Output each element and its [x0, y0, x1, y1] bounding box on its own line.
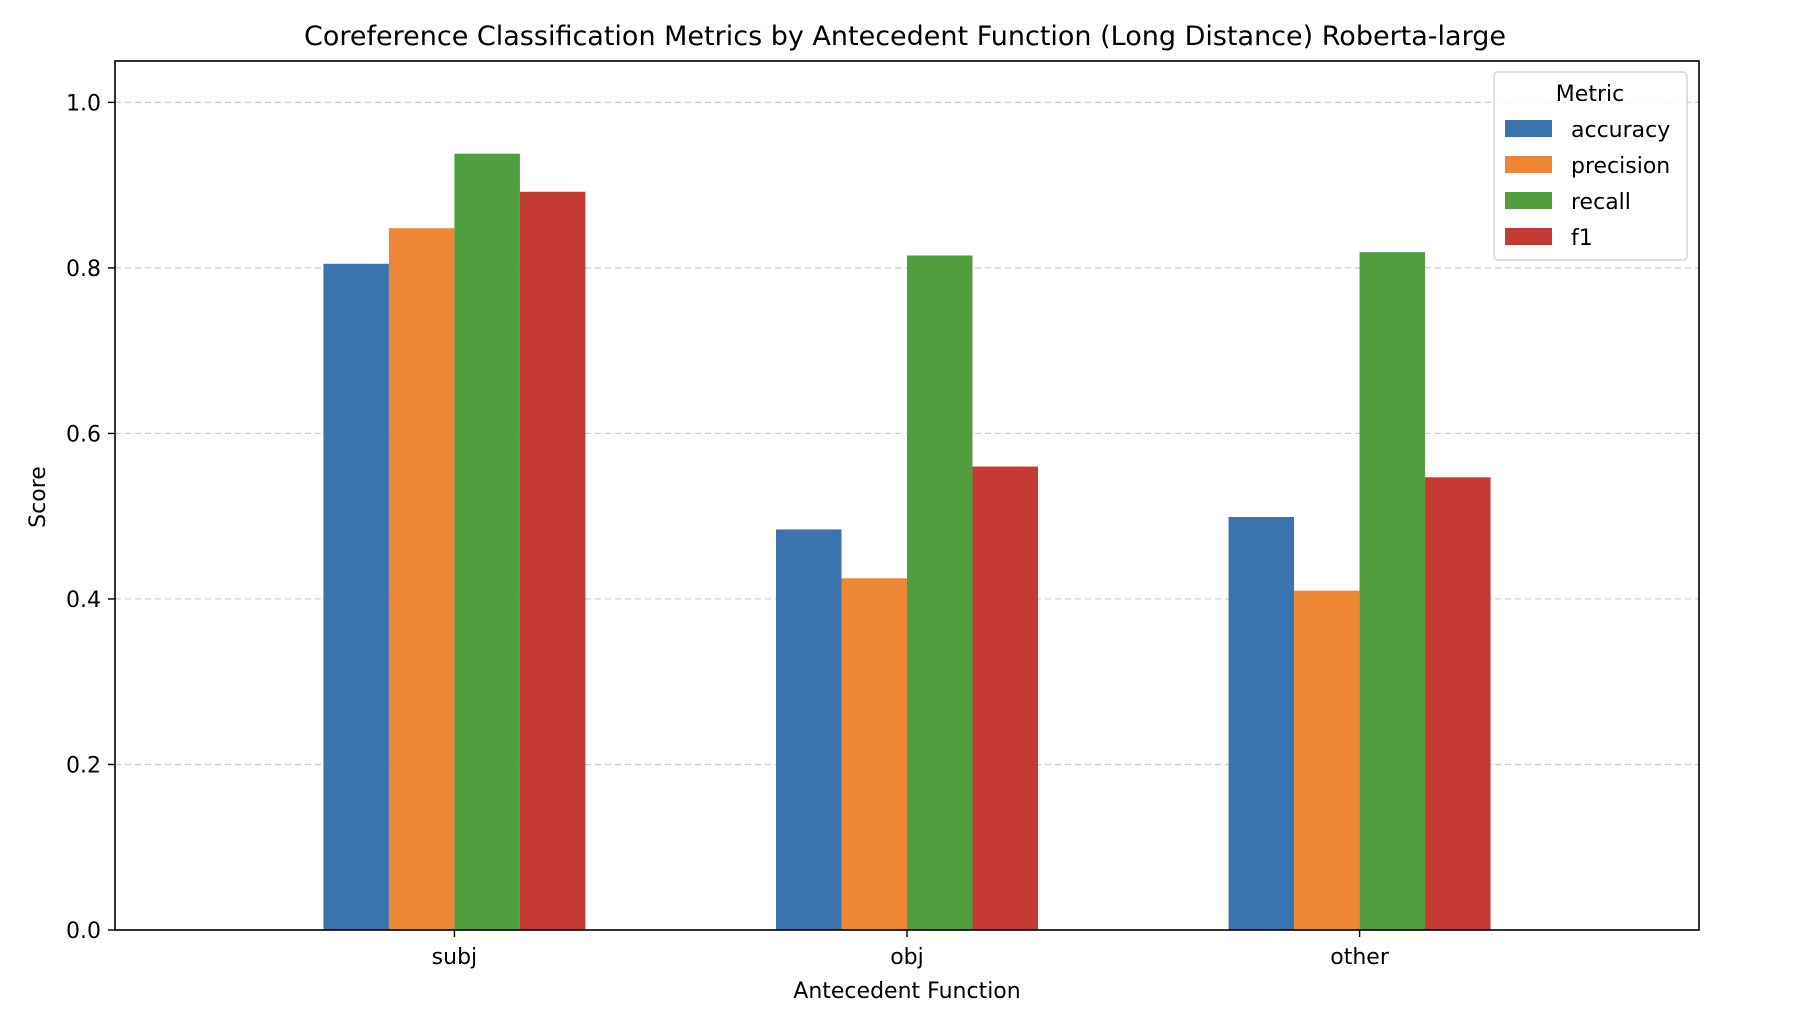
legend-swatch-precision	[1505, 156, 1552, 173]
bar-f1-obj	[972, 466, 1038, 930]
bar-precision-obj	[841, 578, 907, 930]
x-tick-label: obj	[890, 945, 924, 970]
y-axis-ticks: 0.0 0.2 0.4 0.6 0.8 1.0	[66, 91, 115, 944]
bar-accuracy-subj	[323, 263, 389, 930]
legend-swatch-f1	[1505, 228, 1552, 245]
x-axis-label: Antecedent Function	[793, 979, 1020, 1004]
legend-label-recall: recall	[1571, 190, 1631, 215]
y-tick-label: 0.6	[66, 422, 101, 447]
y-tick-label: 0.4	[66, 588, 101, 613]
legend-box	[1493, 71, 1688, 261]
y-tick-label: 1.0	[66, 91, 101, 116]
legend-swatch-accuracy	[1505, 120, 1552, 137]
legend-label-accuracy: accuracy	[1571, 118, 1670, 143]
legend-swatch-recall	[1505, 192, 1552, 209]
legend-label-f1: f1	[1571, 226, 1593, 251]
bar-precision-other	[1294, 590, 1360, 930]
bar-recall-obj	[907, 255, 973, 930]
chart-title: Coreference Classification Metrics by An…	[304, 21, 1506, 52]
x-tick-label: subj	[432, 945, 477, 970]
legend: Metric accuracy precision recall f1	[1493, 71, 1688, 261]
legend-label-precision: precision	[1571, 154, 1670, 179]
y-tick-label: 0.0	[66, 919, 101, 944]
legend-title: Metric	[1556, 82, 1624, 107]
y-tick-label: 0.8	[66, 257, 101, 282]
x-tick-label: other	[1330, 945, 1390, 970]
bar-f1-subj	[519, 191, 586, 931]
bar-recall-other	[1359, 252, 1426, 930]
x-axis-ticks: subj obj other	[432, 930, 1390, 970]
bar-recall-subj	[454, 153, 520, 930]
bar-f1-other	[1425, 477, 1491, 930]
bar-accuracy-obj	[776, 529, 842, 930]
y-axis-label: Score	[26, 466, 51, 528]
bars	[323, 153, 1491, 931]
y-tick-label: 0.2	[66, 753, 101, 778]
bar-precision-subj	[388, 228, 455, 930]
bar-accuracy-other	[1228, 517, 1295, 930]
